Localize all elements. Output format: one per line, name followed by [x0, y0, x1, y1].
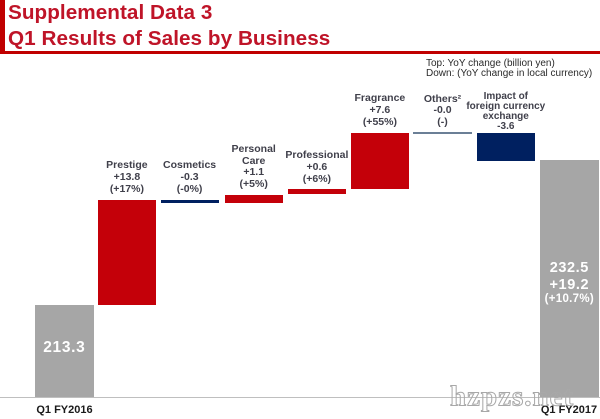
svg-text:hzpzs.net: hzpzs.net — [450, 381, 574, 413]
